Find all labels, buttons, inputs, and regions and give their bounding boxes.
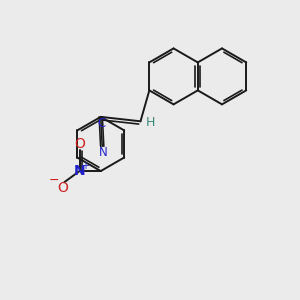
- Text: N: N: [99, 146, 108, 159]
- Text: +: +: [81, 161, 89, 171]
- Text: O: O: [57, 181, 68, 195]
- Text: H: H: [146, 116, 155, 129]
- Text: N: N: [74, 164, 85, 178]
- Text: −: −: [49, 174, 59, 187]
- Text: C: C: [98, 117, 106, 130]
- Text: O: O: [74, 137, 85, 151]
